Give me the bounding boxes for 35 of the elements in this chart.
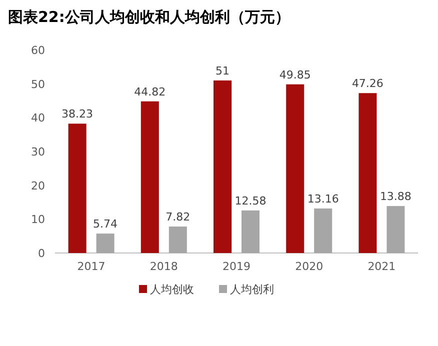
bar <box>96 234 114 253</box>
x-tick-label: 2017 <box>77 260 106 273</box>
bar <box>358 93 377 253</box>
y-tick-label: 40 <box>31 112 45 125</box>
data-label: 7.82 <box>166 210 190 224</box>
data-label: 13.16 <box>307 192 339 206</box>
y-tick-label: 20 <box>31 179 45 192</box>
bar <box>386 206 405 253</box>
chart-title: 图表22:公司人均创收和人均创利（万元） <box>8 8 290 26</box>
bar <box>314 208 332 253</box>
data-label: 47.26 <box>352 77 384 90</box>
y-tick-label: 50 <box>31 78 45 91</box>
bar <box>214 80 232 253</box>
y-tick-label: 0 <box>38 247 45 260</box>
legend-label: 人均创收 <box>150 283 194 296</box>
bar <box>286 84 304 253</box>
y-tick-label: 10 <box>31 213 45 226</box>
data-label: 5.74 <box>93 218 118 231</box>
data-label: 12.58 <box>234 194 266 208</box>
x-tick-label: 2019 <box>222 260 250 273</box>
data-label: 49.85 <box>279 68 311 82</box>
y-tick-label: 30 <box>31 146 45 158</box>
bar <box>242 210 260 253</box>
data-label: 44.82 <box>134 85 166 98</box>
y-tick-label: 60 <box>31 44 45 57</box>
data-label: 51 <box>216 64 230 78</box>
x-tick-label: 2018 <box>150 260 178 273</box>
bar <box>168 226 187 253</box>
bar <box>68 124 86 253</box>
bar <box>140 101 159 253</box>
x-tick-label: 2021 <box>368 260 396 273</box>
data-label: 38.23 <box>62 108 94 121</box>
data-label: 13.88 <box>380 190 412 204</box>
legend-label: 人均创利 <box>230 283 274 296</box>
x-tick-label: 2020 <box>295 260 324 273</box>
